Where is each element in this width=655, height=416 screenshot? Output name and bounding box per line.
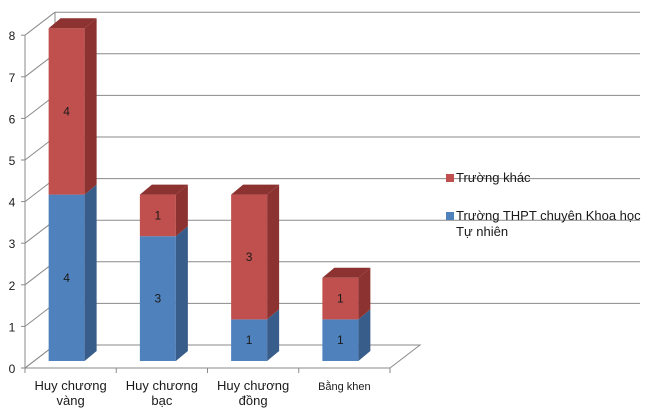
bar-segment: 1 — [322, 309, 371, 361]
svg-text:Huy chương: Huy chương — [35, 378, 107, 393]
bar-segment: 1 — [231, 309, 280, 361]
svg-text:3: 3 — [155, 292, 162, 306]
svg-text:vàng: vàng — [57, 393, 85, 408]
svg-text:1: 1 — [337, 333, 344, 347]
bar-segment: 4 — [48, 184, 97, 361]
svg-text:8: 8 — [9, 29, 16, 43]
svg-text:3: 3 — [246, 250, 253, 264]
svg-text:Huy chương: Huy chương — [217, 378, 289, 393]
legend-swatch-red — [446, 174, 454, 182]
svg-text:4: 4 — [63, 104, 70, 118]
svg-text:Huy chương: Huy chương — [126, 378, 198, 393]
legend-item-other-schools: Trường khác — [444, 170, 654, 186]
svg-text:6: 6 — [9, 112, 16, 126]
bars: 4 4 3 1 1 3 1 1 — [48, 18, 371, 361]
svg-text:đồng: đồng — [239, 393, 268, 408]
svg-text:4: 4 — [63, 271, 70, 285]
y-axis: 0 1 2 3 4 5 6 7 8 — [9, 12, 391, 376]
bar-segment: 4 — [48, 18, 97, 195]
bar-segment: 1 — [322, 267, 371, 320]
legend-label: Trường THPT chuyên Khoa học Tự nhiên — [456, 208, 641, 239]
svg-text:2: 2 — [9, 279, 16, 293]
svg-text:0: 0 — [9, 362, 16, 376]
legend-label: Trường khác — [456, 170, 531, 185]
svg-text:1: 1 — [9, 320, 16, 334]
svg-text:Bằng khen: Bằng khen — [318, 380, 371, 393]
legend-swatch-blue — [446, 212, 454, 220]
svg-text:5: 5 — [9, 154, 16, 168]
svg-text:bạc: bạc — [151, 393, 172, 408]
svg-text:4: 4 — [9, 196, 16, 210]
svg-text:1: 1 — [337, 292, 344, 306]
legend: Trường khác Trường THPT chuyên Khoa học … — [444, 170, 654, 240]
bar-segment: 3 — [139, 226, 188, 361]
bar-segment: 1 — [139, 184, 188, 237]
svg-text:1: 1 — [246, 333, 253, 347]
svg-text:7: 7 — [9, 71, 16, 85]
bar-segment: 3 — [231, 184, 280, 320]
svg-text:1: 1 — [155, 208, 162, 222]
svg-text:3: 3 — [9, 237, 16, 251]
legend-item-hnue-school: Trường THPT chuyên Khoa học Tự nhiên — [444, 208, 654, 240]
